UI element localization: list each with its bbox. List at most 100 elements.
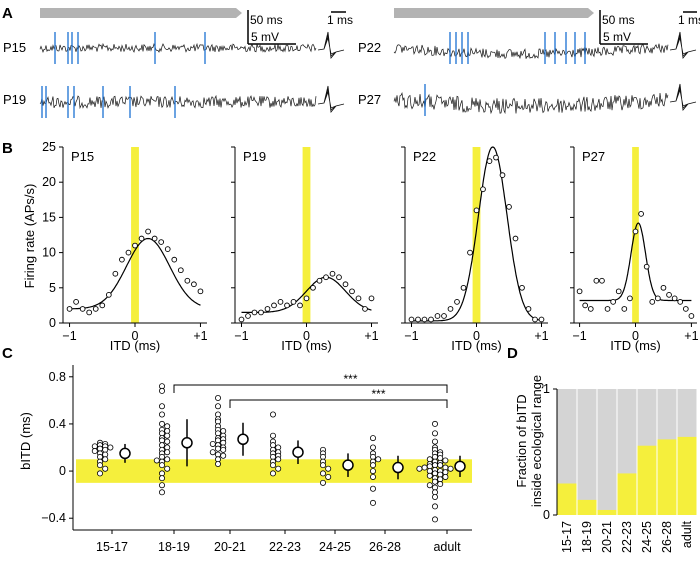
spike-waveform-inset — [669, 31, 697, 59]
trace-label-p27: P27 — [358, 92, 381, 107]
data-point — [284, 302, 290, 309]
data-point — [576, 288, 583, 295]
y-tick-label: 25 — [42, 140, 56, 154]
data-point — [329, 270, 336, 277]
category-label: 26-28 — [369, 540, 401, 554]
data-point — [473, 207, 480, 214]
data-point — [454, 299, 460, 305]
trace-label-p19: P19 — [3, 92, 26, 107]
significance-bracket — [173, 384, 448, 393]
bar-background — [597, 389, 617, 515]
data-point — [277, 299, 284, 305]
bitd-point — [158, 482, 165, 489]
tuning-y-axis-label: Firing rate (APs/s) — [22, 184, 37, 289]
scale-volt-right: 5 mV — [603, 30, 631, 44]
bitd-point — [369, 485, 376, 492]
itd-tuning-curves: 0 5 10 15 20 25 −1 0 +1 ITD (ms) P15 −1 0 +1 ITD (ms) P… — [42, 140, 698, 353]
bitd-point — [158, 475, 165, 482]
y-tick-label: 0.8 — [49, 370, 66, 384]
x-axis-label: ITD (ms) — [110, 338, 161, 353]
category-label: 22-23 — [269, 540, 301, 554]
bitd-point — [426, 482, 433, 489]
data-point — [342, 281, 349, 288]
panel-title-p27: P27 — [582, 149, 605, 164]
bitd-point — [431, 478, 438, 485]
ecological-range-band — [131, 147, 139, 323]
bitd-point — [91, 448, 98, 455]
fraction-bar — [597, 509, 617, 515]
bitd-point — [269, 462, 276, 469]
scale-volt-left: 5 mV — [251, 30, 279, 44]
y-tick-label: 5 — [49, 281, 56, 295]
bitd-point — [416, 465, 423, 472]
spike-waveform-inset — [669, 83, 697, 111]
trace-label-p15: P15 — [3, 40, 26, 55]
x-axis-label: ITD (ms) — [451, 338, 502, 353]
bitd-point — [431, 516, 438, 523]
bitd-point — [158, 411, 165, 418]
data-point — [99, 302, 106, 309]
bitd-point — [447, 465, 454, 472]
gaussian-fit-curve — [69, 237, 201, 310]
data-point — [145, 228, 151, 235]
bitd-point — [102, 456, 109, 463]
bitd-point — [164, 449, 171, 456]
bitd-point — [319, 462, 326, 469]
data-point — [512, 235, 519, 242]
data-point — [480, 186, 486, 193]
x-tick-label: +1 — [534, 329, 548, 343]
significance-bracket — [229, 399, 448, 408]
panel-letter-d: D — [507, 345, 518, 362]
data-point — [538, 316, 545, 323]
fraction-y-axis-label-1: Fraction of bITD — [514, 394, 529, 487]
x-tick-label: 0 — [632, 329, 639, 343]
bitd-point — [431, 503, 438, 510]
x-tick-label: +1 — [684, 329, 698, 343]
voltage-trace-p15 — [39, 42, 317, 54]
panel-title-p15: P15 — [71, 149, 94, 164]
data-point — [621, 306, 628, 312]
y-tick-label: 15 — [42, 210, 56, 224]
data-point — [151, 235, 158, 242]
fraction-bar — [657, 439, 677, 515]
data-point — [362, 306, 368, 312]
bitd-point — [220, 452, 227, 459]
data-point — [119, 256, 125, 263]
y-tick-label: 0 — [59, 464, 66, 478]
data-point — [428, 316, 434, 323]
ecological-range-band — [472, 147, 481, 323]
data-point — [197, 288, 204, 295]
bitd-point — [375, 456, 382, 463]
x-axis-label: ITD (ms) — [610, 338, 661, 353]
bitd-point — [442, 473, 449, 480]
panel-title-p22: P22 — [413, 149, 436, 164]
category-label: 26-28 — [660, 521, 674, 553]
data-point — [258, 309, 264, 316]
data-point — [125, 249, 132, 256]
bitd-point — [431, 438, 438, 445]
bitd-point — [158, 489, 165, 496]
data-point — [415, 316, 421, 323]
data-point — [368, 295, 375, 302]
scale-time-left: 50 ms — [250, 13, 283, 27]
panel-letter-a: A — [2, 5, 13, 22]
data-point — [73, 299, 79, 305]
data-point — [336, 274, 342, 281]
group-mean-marker — [454, 460, 466, 473]
data-point — [506, 203, 512, 210]
bitd-point — [158, 387, 165, 394]
bitd-point — [325, 465, 332, 472]
x-tick-label: 0 — [303, 329, 310, 343]
panel-a: A 50 ms 5 mV 1 ms 50 ms 5 mV 1 ms P15 P1… — [2, 5, 700, 118]
bitd-point — [209, 440, 216, 447]
bitd-point — [369, 444, 376, 451]
category-label: 24-25 — [640, 521, 654, 553]
data-point — [171, 256, 178, 263]
fraction-bar — [557, 483, 577, 515]
group-mean-marker — [237, 433, 249, 445]
x-tick-label: −1 — [404, 329, 418, 343]
bitd-point — [369, 499, 376, 506]
data-point — [638, 211, 644, 217]
fraction-bar — [577, 499, 597, 515]
